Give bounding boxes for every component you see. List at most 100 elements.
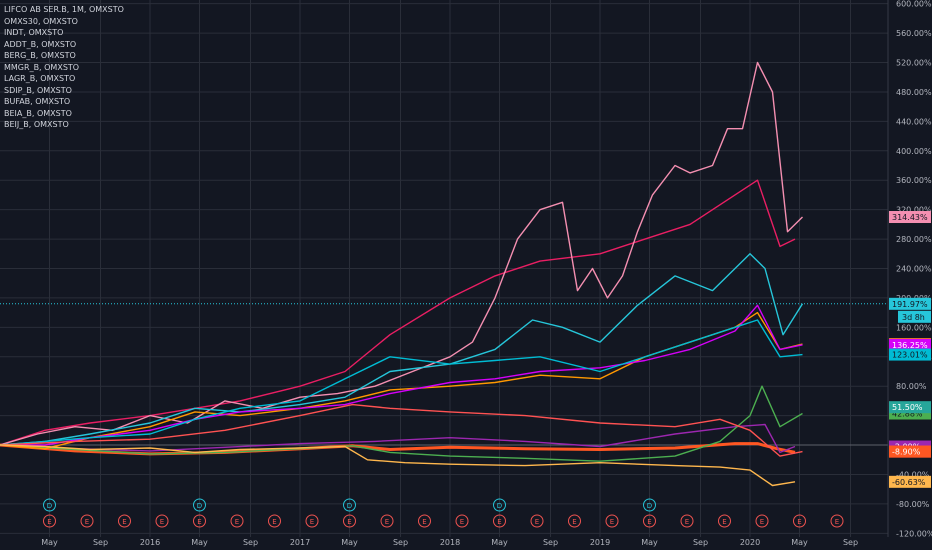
earnings-marker[interactable]: E (380, 514, 394, 528)
time-axis-bg (0, 537, 932, 550)
price-axis-bg (888, 0, 932, 550)
y-tick-label: 440.00% (896, 117, 932, 126)
chart-legend: LIFCO AB SER.B, 1M, OMXSTO OMXS30, OMXST… (4, 4, 124, 131)
earnings-marker[interactable]: E (305, 514, 319, 528)
legend-compare-item[interactable]: INDT, OMXSTO (4, 28, 64, 37)
earnings-marker[interactable]: E (118, 514, 131, 528)
earnings-marker[interactable]: E (755, 514, 769, 528)
legend-compare-item[interactable]: BUFAB, OMXSTO (4, 97, 71, 106)
dividend-marker[interactable]: D (193, 498, 206, 512)
y-tick-label: 560.00% (896, 29, 932, 38)
countdown-badge: 3d 8h (898, 310, 931, 323)
svg-text:E: E (385, 518, 389, 526)
svg-text:191.97%: 191.97% (892, 300, 928, 309)
y-tick-label: -120.00% (896, 529, 932, 538)
legend-compare-item[interactable]: SDIP_B, OMXSTO (4, 85, 72, 95)
svg-text:E: E (235, 518, 239, 526)
y-tick-label: 240.00% (896, 265, 932, 274)
dividend-marker[interactable]: D (343, 498, 356, 512)
y-tick-label: 160.00% (896, 323, 932, 332)
svg-text:E: E (122, 518, 126, 526)
earnings-marker[interactable]: E (718, 514, 731, 528)
svg-text:D: D (47, 502, 52, 510)
dividend-marker[interactable]: D (493, 498, 506, 512)
svg-text:3d 8h: 3d 8h (902, 313, 925, 322)
earnings-marker[interactable]: E (268, 514, 281, 528)
earnings-marker[interactable]: E (493, 514, 506, 528)
legend-compare-item[interactable]: BEIJ_B, OMXSTO (4, 120, 69, 129)
earnings-marker[interactable]: E (793, 514, 806, 528)
price-axis[interactable]: 600.00% 560.00% 520.00% 480.00% 440.00% 400.0… (887, 0, 932, 550)
earnings-marker[interactable]: E (193, 514, 206, 528)
x-tick-label: Sep (93, 538, 108, 547)
svg-text:E: E (497, 518, 501, 526)
x-tick-label: May (791, 538, 808, 547)
time-axis[interactable]: May Sep 2016 May Sep 2017 May Sep 2018 May Sep 2019… (0, 537, 932, 550)
legend-compare-item[interactable]: OMXS30, OMXSTO (4, 16, 78, 26)
legend-compare-item[interactable]: LAGR_B, OMXSTO (4, 74, 76, 83)
y-tick-label: -80.00% (896, 500, 930, 509)
earnings-marker[interactable]: E (80, 514, 94, 528)
earnings-marker[interactable]: E (43, 514, 56, 528)
value-tag: 136.25% (889, 338, 931, 351)
legend-compare-item[interactable]: BEIA_B, OMXSTO (4, 108, 72, 118)
series-line-beij-b (0, 444, 796, 487)
series-lines (0, 61, 804, 487)
earnings-marker[interactable]: E (605, 514, 619, 528)
svg-text:E: E (797, 518, 801, 526)
svg-text:-60.63%: -60.63% (892, 478, 926, 487)
svg-text:E: E (347, 518, 351, 526)
legend-main-symbol[interactable]: LIFCO AB SER.B, 1M, OMXSTO (4, 5, 124, 14)
dividend-marker[interactable]: D (43, 498, 56, 512)
legend-compare-item[interactable]: BERG_B, OMXSTO (4, 51, 76, 60)
earnings-marker[interactable]: E (680, 514, 694, 528)
x-tick-label: 2020 (740, 538, 760, 547)
earnings-marker[interactable]: E (830, 514, 844, 528)
x-tick-label: 2019 (590, 538, 610, 547)
svg-text:E: E (610, 518, 614, 526)
svg-text:51.50%: 51.50% (892, 403, 923, 412)
value-tag: -60.63% (889, 475, 931, 488)
x-tick-label: May (341, 538, 358, 547)
series-line-berg-b (0, 253, 804, 446)
x-tick-label: May (641, 538, 658, 547)
y-tick-label: 280.00% (896, 235, 932, 244)
earnings-marker[interactable]: E (155, 514, 169, 528)
x-tick-label: May (41, 538, 58, 547)
x-tick-label: Sep (393, 538, 408, 547)
value-tag: 51.50% (889, 401, 931, 414)
series-line-sdip-b (0, 304, 803, 446)
svg-text:E: E (535, 518, 539, 526)
earnings-marker[interactable]: E (643, 514, 656, 528)
legend-compare-item[interactable]: ADDT_B, OMXSTO (4, 39, 77, 49)
series-line-mmgr-b (0, 385, 803, 462)
value-tag: 191.97% (889, 297, 931, 310)
y-tick-label: 360.00% (896, 176, 932, 185)
svg-text:D: D (197, 502, 202, 510)
svg-text:E: E (272, 518, 276, 526)
earnings-marker[interactable]: E (343, 514, 356, 528)
series-line-addt-b (0, 61, 803, 446)
legend-compare-item[interactable]: MMGR_B, OMXSTO (4, 62, 80, 72)
earnings-marker[interactable]: E (230, 514, 244, 528)
earnings-marker[interactable]: E (455, 514, 469, 528)
svg-text:E: E (310, 518, 314, 526)
y-tick-label: -40.00% (896, 470, 930, 479)
x-tick-label: Sep (693, 538, 708, 547)
earnings-marker[interactable]: E (530, 514, 544, 528)
svg-text:E: E (835, 518, 839, 526)
dividend-marker[interactable]: D (643, 498, 656, 512)
earnings-marker[interactable]: E (418, 514, 431, 528)
earnings-marker[interactable]: E (568, 514, 581, 528)
svg-text:E: E (197, 518, 201, 526)
event-markers[interactable]: D D D D DE E E E E E E E E E E E E E E E E E E E E E (43, 498, 844, 528)
svg-text:E: E (572, 518, 576, 526)
x-tick-label: Sep (543, 538, 558, 547)
x-tick-label: 2016 (140, 538, 160, 547)
y-tick-label: 400.00% (896, 147, 932, 156)
svg-text:E: E (647, 518, 651, 526)
x-tick-label: May (491, 538, 508, 547)
y-tick-label: 520.00% (896, 59, 932, 68)
series-line-beia-b (0, 403, 803, 457)
